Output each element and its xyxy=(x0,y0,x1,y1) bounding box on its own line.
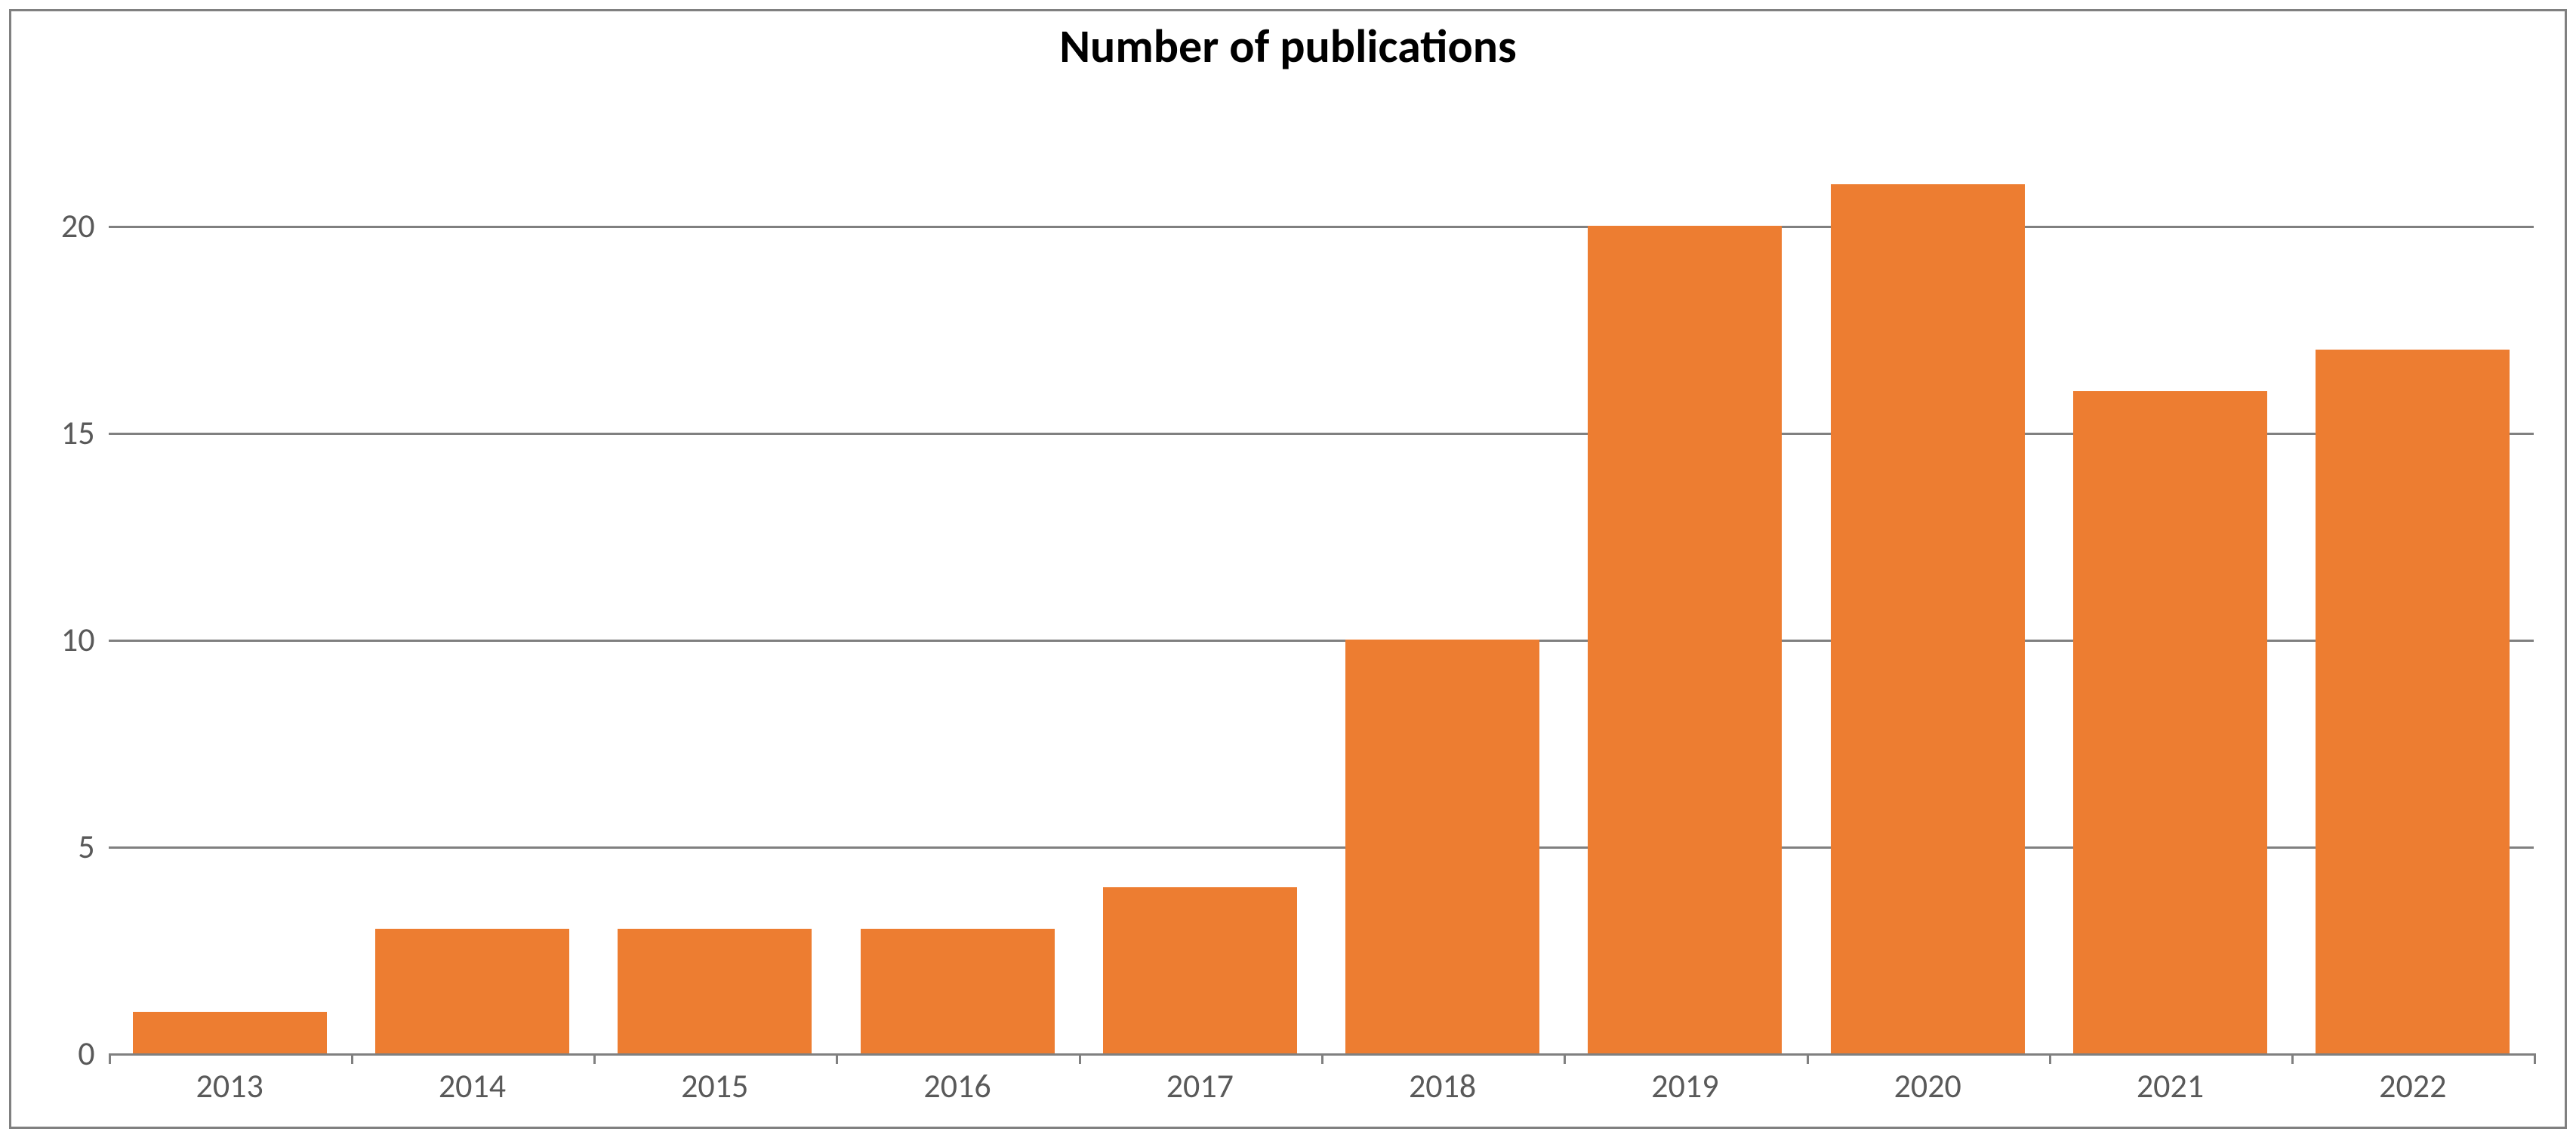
bar xyxy=(618,929,812,1053)
x-tick-label: 2021 xyxy=(2137,1065,2204,1106)
x-tick-label: 2016 xyxy=(923,1065,991,1106)
x-tick-label: 2013 xyxy=(196,1065,263,1106)
x-tick xyxy=(351,1053,353,1064)
plot-area: 0510152020132014201520162017201820192020… xyxy=(109,143,2534,1053)
gridline xyxy=(109,226,2534,228)
x-tick xyxy=(1079,1053,1081,1064)
x-tick xyxy=(836,1053,838,1064)
x-tick-label: 2014 xyxy=(439,1065,506,1106)
x-tick-label: 2018 xyxy=(1409,1065,1476,1106)
x-tick xyxy=(1564,1053,1566,1064)
bar xyxy=(375,929,569,1053)
y-tick-label: 15 xyxy=(61,412,109,453)
x-tick-label: 2019 xyxy=(1651,1065,1718,1106)
x-tick-label: 2015 xyxy=(681,1065,748,1106)
bar xyxy=(861,929,1055,1053)
bar xyxy=(1103,887,1297,1053)
bar xyxy=(2073,391,2267,1053)
bar xyxy=(1345,640,1539,1053)
chart-title: Number of publications xyxy=(11,17,2565,75)
bar xyxy=(1831,184,2025,1053)
x-tick xyxy=(593,1053,596,1064)
x-tick xyxy=(109,1053,111,1064)
y-tick-label: 0 xyxy=(78,1033,108,1074)
x-tick-label: 2022 xyxy=(2379,1065,2446,1106)
y-tick-label: 5 xyxy=(78,826,108,867)
x-tick xyxy=(2291,1053,2294,1064)
bar xyxy=(1588,226,1782,1053)
bar xyxy=(2316,350,2510,1053)
y-tick-label: 20 xyxy=(61,205,109,246)
y-tick-label: 10 xyxy=(61,619,109,660)
bar xyxy=(133,1012,327,1053)
x-tick xyxy=(2049,1053,2051,1064)
x-tick-label: 2020 xyxy=(1894,1065,1961,1106)
chart-container: Number of publications 05101520201320142… xyxy=(9,9,2567,1129)
x-tick-label: 2017 xyxy=(1166,1065,1234,1106)
x-tick xyxy=(1321,1053,1323,1064)
x-tick xyxy=(2534,1053,2536,1064)
x-tick xyxy=(1807,1053,1809,1064)
